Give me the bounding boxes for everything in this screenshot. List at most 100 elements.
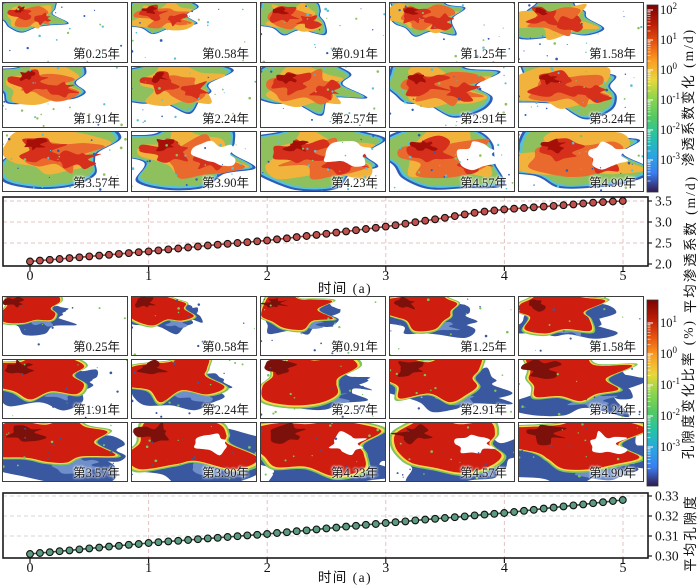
permeability-snapshot-panel: 第1.25年 <box>389 2 515 64</box>
permeability-snapshot-panel: 第2.24年 <box>131 66 257 128</box>
svg-text:0: 0 <box>27 561 34 576</box>
svg-text:101: 101 <box>660 31 677 47</box>
svg-text:3: 3 <box>382 561 389 576</box>
svg-text:10-3: 10-3 <box>660 151 680 167</box>
svg-text:10-2: 10-2 <box>660 121 680 137</box>
porosity-snapshot-panel: 第0.25年 <box>2 296 128 356</box>
snapshot-time-label: 第0.58年 <box>202 340 249 354</box>
porosity-snapshot-map <box>3 297 126 351</box>
svg-text:0.31: 0.31 <box>655 529 679 544</box>
porosity-snapshot-panel: 第3.57年 <box>2 422 128 482</box>
snapshot-time-label: 第0.58年 <box>202 47 249 62</box>
permeability-snapshot-panel: 第0.25年 <box>2 2 128 64</box>
snapshot-time-label: 第4.57年 <box>460 466 507 480</box>
porosity-snapshot-panel: 第1.58年 <box>518 296 644 356</box>
porosity-snapshot-map <box>132 423 256 481</box>
porosity-colorbar: 101 100 10-1 10-2 10-3 <box>646 299 680 487</box>
permeability-snapshot-map <box>519 131 643 191</box>
porosity-snapshot-panel: 第1.25年 <box>389 296 515 356</box>
porosity-snapshot-panel: 第4.57年 <box>389 422 515 482</box>
snapshot-time-label: 第4.23年 <box>331 466 378 480</box>
svg-text:4: 4 <box>501 561 508 576</box>
svg-text:时间 (a): 时间 (a) <box>318 570 372 585</box>
svg-text:0.33: 0.33 <box>655 489 679 504</box>
svg-text:1: 1 <box>145 269 152 284</box>
snapshot-time-label: 第3.57年 <box>73 175 120 190</box>
permeability-snapshot-panel: 第3.24年 <box>518 66 644 128</box>
porosity-snapshot-map <box>390 297 512 355</box>
svg-text:10-1: 10-1 <box>660 376 680 392</box>
snapshot-time-label: 第4.23年 <box>331 175 378 190</box>
svg-text:10-1: 10-1 <box>660 91 680 107</box>
permeability-snapshot-map <box>132 131 256 190</box>
snapshot-time-label: 第1.58年 <box>589 340 636 354</box>
permeability-snapshot-panel: 第1.91年 <box>2 66 128 128</box>
permeability-snapshot-grid: 第0.25年 第0.58年 第0.91年 第1.25年 第1.58年第1.91年 第2.2… <box>2 2 644 192</box>
svg-text:10-3: 10-3 <box>660 438 680 454</box>
porosity-snapshot-map <box>261 423 385 481</box>
snapshot-time-label: 第3.24年 <box>589 403 636 417</box>
permeability-snapshot-map <box>132 3 246 62</box>
porosity-snapshot-map <box>390 423 514 481</box>
svg-text:0: 0 <box>27 269 34 284</box>
svg-text:100: 100 <box>660 61 678 77</box>
svg-text:2: 2 <box>264 561 271 576</box>
svg-text:4: 4 <box>501 269 508 284</box>
snapshot-time-label: 第4.57年 <box>460 175 507 190</box>
snapshot-time-label: 第4.90年 <box>589 466 636 480</box>
avg-permeability-plot: 0 1 2 3 4 5 2.0 2.5 3.0 3.5 时间 (a) <box>2 194 672 296</box>
porosity-snapshot-panel: 第4.90年 <box>518 422 644 482</box>
snapshot-time-label: 第1.25年 <box>460 47 507 62</box>
permeability-snapshot-panel: 第0.91年 <box>260 2 386 64</box>
porosity-snapshot-panel: 第2.57年 <box>260 359 386 419</box>
porosity-snapshot-map <box>3 423 126 481</box>
svg-text:2.5: 2.5 <box>655 236 672 251</box>
svg-text:3.5: 3.5 <box>655 194 672 209</box>
svg-text:102: 102 <box>660 2 677 17</box>
svg-text:5: 5 <box>620 269 627 284</box>
porosity-snapshot-panel: 第1.91年 <box>2 359 128 419</box>
snapshot-time-label: 第1.91年 <box>73 111 120 126</box>
porosity-snapshot-panel: 第3.24年 <box>518 359 644 419</box>
avg-porosity-plot: 0 1 2 3 4 5 0.30 0.31 0.32 0.33 时间 (a) <box>2 489 679 585</box>
svg-text:2.0: 2.0 <box>655 257 672 272</box>
snapshot-time-label: 第2.57年 <box>331 111 378 126</box>
permeability-snapshot-panel: 第2.57年 <box>260 66 386 128</box>
snapshot-time-label: 第3.24年 <box>589 111 636 126</box>
snapshot-time-label: 第0.25年 <box>73 47 120 62</box>
permeability-snapshot-panel: 第2.91年 <box>389 66 515 128</box>
snapshot-time-label: 第3.90年 <box>202 175 249 190</box>
porosity-snapshot-map <box>261 360 374 418</box>
svg-text:100: 100 <box>660 345 678 361</box>
svg-text:时间 (a): 时间 (a) <box>318 281 372 296</box>
permeability-snapshot-panel: 第3.90年 <box>131 130 257 192</box>
snapshot-time-label: 第3.90年 <box>202 466 249 480</box>
snapshot-time-label: 第1.25年 <box>460 340 507 354</box>
permeability-snapshot-map <box>519 67 635 124</box>
snapshot-time-label: 第2.91年 <box>460 111 507 126</box>
porosity-snapshot-map <box>132 297 255 355</box>
permeability-snapshot-panel: 第0.58年 <box>131 2 257 64</box>
snapshot-time-label: 第1.58年 <box>589 47 636 62</box>
porosity-snapshot-grid: 第0.25年 第0.58年 第0.91年 第1.25年 第1.58年第1.91年 第2.2… <box>2 296 644 482</box>
permeability-snapshot-panel: 第4.23年 <box>260 130 386 192</box>
snapshot-time-label: 第0.91年 <box>331 47 378 62</box>
porosity-snapshot-map <box>3 360 127 418</box>
permeability-snapshot-map <box>390 67 508 127</box>
porosity-snapshot-panel: 第3.90年 <box>131 422 257 482</box>
svg-text:3: 3 <box>382 269 389 284</box>
porosity-snapshot-panel: 第2.91年 <box>389 359 515 419</box>
porosity-snapshot-panel: 第0.58年 <box>131 296 257 356</box>
permeability-snapshot-map <box>3 131 127 191</box>
porosity-snapshot-panel: 第2.24年 <box>131 359 257 419</box>
svg-text:0.30: 0.30 <box>655 549 679 564</box>
porosity-snapshot-panel: 第0.91年 <box>260 296 386 356</box>
permeability-snapshot-panel: 第1.58年 <box>518 2 644 64</box>
permeability-snapshot-map <box>261 131 385 191</box>
permeability-snapshot-map <box>3 67 123 127</box>
snapshot-time-label: 第2.24年 <box>202 403 249 417</box>
porosity-snapshot-panel: 第4.23年 <box>260 422 386 482</box>
porosity-snapshot-map <box>261 297 377 355</box>
snapshot-time-label: 第0.91年 <box>331 340 378 354</box>
svg-text:101: 101 <box>660 314 677 330</box>
